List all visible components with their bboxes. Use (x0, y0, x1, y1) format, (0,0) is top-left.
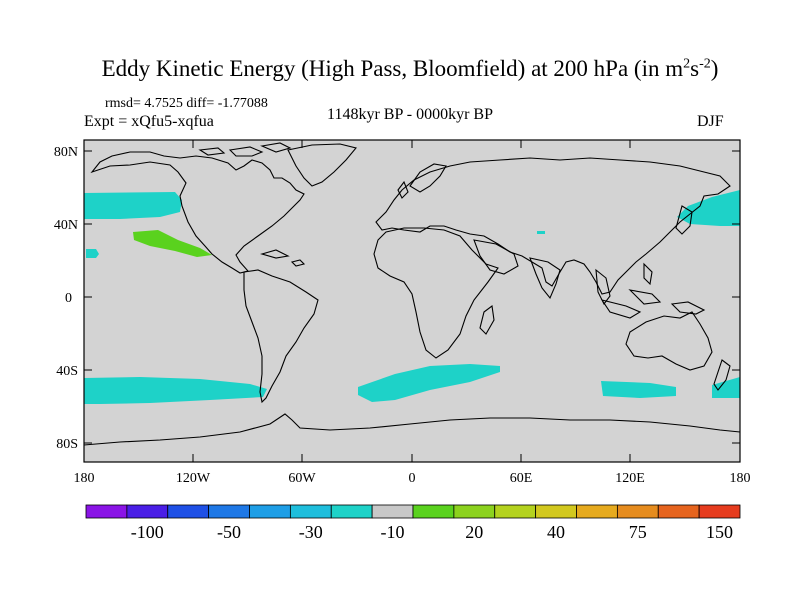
lat-label-80s: 80S (56, 437, 78, 452)
colorbar-swatch (85, 504, 128, 519)
colorbar-label: -10 (381, 522, 405, 542)
season-label: DJF (697, 113, 724, 130)
colorbar-label: 150 (706, 522, 733, 542)
patch-south-indian (601, 381, 676, 398)
lat-label-40n: 40N (54, 218, 78, 233)
colorbar-swatch (698, 504, 741, 519)
colorbar-swatch (494, 504, 537, 519)
lon-label-120w: 120W (176, 471, 211, 486)
coast-central-america-islands (259, 249, 306, 267)
coast-new-guinea (670, 301, 706, 315)
colorbar-swatch (249, 504, 291, 519)
coast-antarctica (83, 413, 741, 446)
coast-greenland (287, 143, 357, 187)
colorbar (85, 504, 741, 519)
coast-southeast-asia (595, 262, 662, 319)
patch-subtropic-pacific (133, 230, 212, 257)
patch-south-atlantic (358, 364, 500, 402)
colorbar-labels: -100 -50 -30 -10 20 40 75 150 (131, 522, 733, 542)
lat-label-40s: 40S (56, 364, 78, 379)
patch-tasman (712, 377, 740, 398)
colorbar-swatch (657, 504, 700, 519)
map-frame-background (84, 140, 740, 462)
patch-indian-small (537, 231, 545, 234)
colorbar-swatch (371, 504, 414, 519)
patch-north-pacific-east (84, 192, 182, 219)
experiment-label: Expt = xQfu5-xqfua (84, 113, 214, 130)
coast-south-america (243, 269, 319, 404)
anomaly-patches (84, 190, 740, 404)
patch-south-pacific (84, 377, 267, 404)
colorbar-swatch (412, 504, 455, 519)
lat-label-80n: 80N (54, 145, 78, 160)
coast-japan (675, 205, 693, 235)
lat-label-0: 0 (65, 291, 72, 306)
lon-label-120e: 120E (615, 471, 645, 486)
colorbar-swatch (208, 504, 250, 519)
colorbar-swatch (453, 504, 496, 519)
coast-uk (397, 180, 409, 199)
colorbar-swatch (289, 504, 332, 519)
coast-madagascar (479, 305, 495, 335)
lon-label-180w: 180 (74, 471, 95, 486)
colorbar-label: 40 (547, 522, 565, 542)
patch-hawaii (86, 249, 99, 258)
coast-australia (625, 311, 713, 371)
coast-europe-asia (375, 157, 731, 295)
lon-label-180e: 180 (730, 471, 751, 486)
colorbar-swatch (167, 504, 210, 519)
colorbar-swatch (330, 504, 373, 519)
coast-scandinavia (409, 163, 447, 193)
colorbar-swatch (616, 504, 659, 519)
plot-title: Eddy Kinetic Energy (High Pass, Bloomfie… (101, 56, 719, 81)
colorbar-label: -50 (217, 522, 241, 542)
colorbar-label: 75 (629, 522, 647, 542)
colorbar-label: 20 (465, 522, 483, 542)
colorbar-swatch (576, 504, 618, 519)
coastlines (83, 142, 741, 446)
colorbar-label: -100 (131, 522, 164, 542)
map-ticks (83, 140, 741, 462)
colorbar-swatch (535, 504, 577, 519)
coast-arctic-islands (198, 142, 292, 157)
coast-india (529, 257, 561, 300)
patch-north-pacific-west (677, 190, 740, 226)
lon-label-60w: 60W (288, 471, 316, 486)
coast-north-america (90, 151, 305, 274)
coast-arabia (473, 239, 519, 275)
lon-label-60e: 60E (510, 471, 533, 486)
colorbar-swatch (126, 504, 169, 519)
period-label: 1148kyr BP - 0000kyr BP (327, 106, 493, 123)
coast-new-zealand (713, 359, 731, 391)
coast-africa (373, 227, 499, 359)
colorbar-label: -30 (299, 522, 323, 542)
stats-label: rmsd= 4.7525 diff= -1.77088 (105, 96, 268, 111)
lon-label-0: 0 (409, 471, 416, 486)
